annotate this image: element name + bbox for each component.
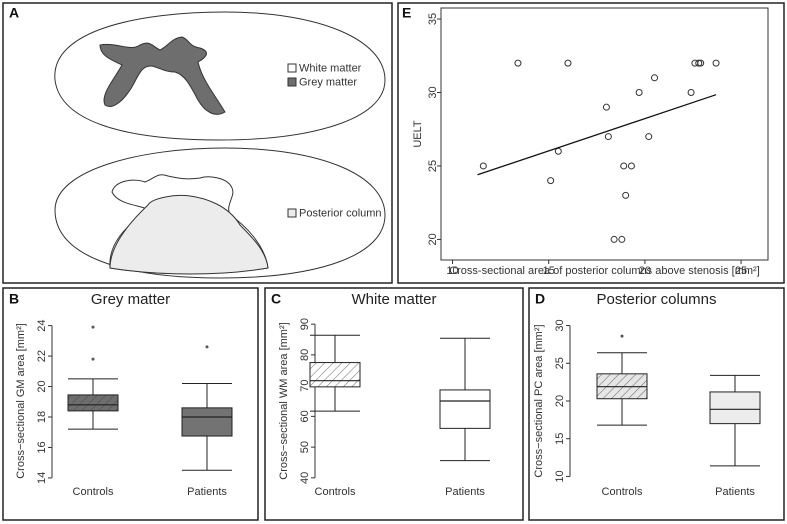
x-tick-label: Controls: [73, 486, 114, 498]
scatter-point: [602, 103, 610, 111]
outlier: [91, 357, 95, 361]
scatter-point: [620, 162, 628, 170]
x-tick-label: 10: [446, 265, 458, 277]
x-axis-label: Cross-sectional area of posterior column…: [449, 265, 760, 277]
x-tick-label: Controls: [315, 486, 356, 498]
y-tick-label: 60: [299, 410, 311, 422]
scatter-point: [547, 177, 555, 185]
panel-title: Grey matter: [91, 291, 170, 308]
x-tick-label: Patients: [715, 486, 755, 498]
panel-label: E: [402, 5, 411, 21]
panel-label: D: [535, 291, 545, 307]
y-axis-label: Cross−sectional PC area [mm²]: [533, 324, 545, 477]
scatter-point: [697, 59, 705, 67]
y-tick-label: 10: [554, 470, 566, 482]
y-tick-label: 90: [299, 318, 311, 330]
y-axis-label: UELT: [412, 120, 424, 148]
scatter-point: [564, 59, 572, 67]
legend-label: Grey matter: [299, 76, 357, 88]
y-tick-label: 20: [36, 380, 48, 392]
box: [439, 389, 491, 429]
y-tick-label: 30: [554, 319, 566, 331]
x-tick-label: 15: [543, 265, 555, 277]
legend-swatch: [287, 63, 297, 73]
x-tick-label: Patients: [445, 486, 485, 498]
scatter-point: [687, 88, 695, 96]
box: [309, 362, 361, 388]
panel-label: C: [271, 291, 281, 307]
y-tick-label: 14: [36, 472, 48, 484]
outlier: [205, 345, 209, 349]
posterior-column-shape: [109, 195, 269, 275]
panel-frame: [2, 2, 393, 284]
x-tick-label: Controls: [602, 486, 643, 498]
panel-label: B: [9, 291, 19, 307]
panel-label: A: [9, 5, 19, 21]
cord-outline: [54, 11, 386, 141]
scatter-point: [635, 88, 643, 96]
x-tick-label: Patients: [187, 486, 227, 498]
plot-frame: [440, 7, 769, 261]
panel-title: Posterior columns: [596, 291, 716, 308]
scatter-point: [479, 162, 487, 170]
scatter-point: [604, 133, 612, 141]
grey-matter-shape: [99, 36, 226, 115]
y-tick-label: 25: [427, 160, 439, 172]
y-tick-label: 70: [299, 380, 311, 392]
y-tick-label: 16: [36, 441, 48, 453]
x-tick-label: 20: [639, 265, 651, 277]
regression-line: [477, 94, 717, 176]
y-tick-label: 20: [554, 395, 566, 407]
legend-swatch: [287, 77, 297, 87]
panel-title: White matter: [351, 291, 436, 308]
scatter-point: [610, 235, 618, 243]
y-tick-label: 25: [554, 357, 566, 369]
legend-label: White matter: [299, 62, 362, 74]
y-axis-label: Cross−sectional GM area [mm²]: [15, 323, 27, 479]
y-tick-label: 24: [36, 319, 48, 331]
box: [67, 394, 119, 412]
x-tick-label: 25: [735, 265, 747, 277]
scatter-point: [645, 133, 653, 141]
scatter-point: [712, 59, 720, 67]
y-axis-label: Cross−sectional WM area [mm²]: [278, 322, 290, 479]
y-tick-label: 18: [36, 411, 48, 423]
scatter-point: [627, 162, 635, 170]
y-tick-label: 15: [554, 433, 566, 445]
scatter-point: [514, 59, 522, 67]
panel-frame: [397, 2, 785, 284]
box: [709, 391, 761, 425]
panel-frame: [528, 287, 785, 521]
scatter-point: [622, 191, 630, 199]
box: [181, 407, 233, 437]
scatter-point: [554, 147, 562, 155]
outlier: [620, 334, 624, 338]
scatter-point: [695, 59, 703, 67]
y-tick-label: 30: [427, 86, 439, 98]
y-tick-label: 22: [36, 350, 48, 362]
y-tick-label: 35: [427, 13, 439, 25]
panel-frame: [2, 287, 259, 521]
panel-frame: [264, 287, 524, 521]
scatter-point: [618, 235, 626, 243]
y-tick-label: 80: [299, 349, 311, 361]
legend-swatch: [287, 208, 297, 218]
legend-label: Posterior column: [299, 207, 382, 219]
y-tick-label: 20: [427, 233, 439, 245]
outlier: [91, 325, 95, 329]
scatter-point: [651, 74, 659, 82]
y-tick-label: 40: [299, 472, 311, 484]
y-tick-label: 50: [299, 441, 311, 453]
